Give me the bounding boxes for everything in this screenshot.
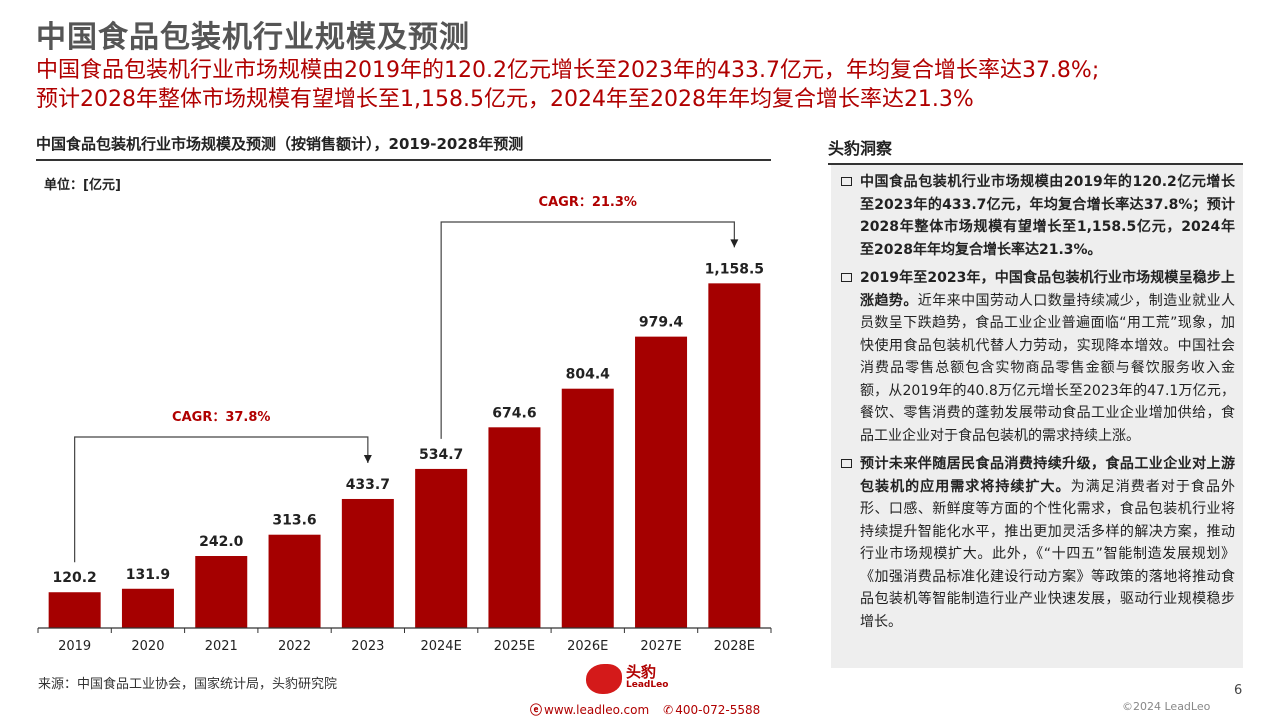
insight-bullet-2-text: 近年来中国劳动人口数量持续减少，制造业就业人员数呈下跌趋势，食品工业企业普遍面临… xyxy=(860,292,1236,444)
cagr-label: CAGR：37.8% xyxy=(172,410,270,425)
value-label-2023: 433.7 xyxy=(346,477,390,493)
insights-panel: 中国食品包装机行业市场规模由2019年的120.2亿元增长至2023年的433.… xyxy=(831,165,1243,668)
value-label-2024E: 534.7 xyxy=(419,447,463,463)
bar-2020 xyxy=(121,588,174,628)
x-tick-2028E: 2028E xyxy=(714,639,755,654)
value-label-2026E: 804.4 xyxy=(566,367,611,383)
logo-en-text: LeadLeo xyxy=(626,680,669,690)
source-note: 来源：中国食品工业协会，国家统计局，头豹研究院 xyxy=(38,677,338,692)
x-tick-2019: 2019 xyxy=(58,639,91,654)
insight-bullet-3-text: 为满足消费者对于食品外形、口感、新鲜度等方面的个性化需求，食品包装机行业将持续提… xyxy=(860,478,1236,630)
bar-2028E xyxy=(708,283,761,628)
value-label-2019: 120.2 xyxy=(53,570,97,586)
value-label-2020: 131.9 xyxy=(126,567,170,583)
value-label-2022: 313.6 xyxy=(272,513,316,529)
value-label-2027E: 979.4 xyxy=(639,315,684,331)
cagr-bracket xyxy=(440,221,735,439)
bar-chart: 120.2 2019 131.9 2020 242.0 2021 313.6 2022 433.… xyxy=(37,195,772,654)
insight-bullet-3-bold: 预计未来伴随居民食品消费持续升级，食品工业企业对上游包装机的应用需求将持续扩大。 xyxy=(860,456,1235,495)
value-label-2028E: 1,158.5 xyxy=(705,261,764,277)
chart-title: 中国食品包装机行业市场规模及预测（按销售额计），2019-2028年预测 xyxy=(36,133,771,161)
bar-2024E xyxy=(415,468,468,628)
contact-bar: ⓔ www.leadleo.com ✆ 400-072-5588 xyxy=(530,701,760,718)
insight-bullet-1-bold: 中国食品包装机行业市场规模由2019年的120.2亿元增长至2023年的433.… xyxy=(860,174,1235,258)
bar-2022 xyxy=(268,534,321,628)
insight-bullet-2: 2019年至2023年，中国食品包装机行业市场规模呈稳步上涨趋势。近年来中国劳动… xyxy=(841,267,1235,447)
subtitle-line-2: 预计2028年整体市场规模有望增长至1,158.5亿元，2024年至2028年年… xyxy=(36,87,974,112)
logo-cn-text: 头豹 xyxy=(626,663,657,681)
x-tick-2021: 2021 xyxy=(205,639,238,654)
bar-2025E xyxy=(488,427,541,628)
leadleo-logo: 头豹 LeadLeo xyxy=(586,664,668,694)
checkbox-bullet-icon xyxy=(841,177,852,186)
chart-unit-label: 单位：[亿元] xyxy=(44,178,121,193)
insights-header: 头豹洞察 xyxy=(828,135,1243,165)
value-label-2025E: 674.6 xyxy=(492,405,536,421)
insight-bullet-1: 中国食品包装机行业市场规模由2019年的120.2亿元增长至2023年的433.… xyxy=(841,171,1235,261)
x-tick-2027E: 2027E xyxy=(640,639,681,654)
subtitle-line-1: 中国食品包装机行业市场规模由2019年的120.2亿元增长至2023年的433.… xyxy=(36,58,1100,83)
page-number: 6 xyxy=(1234,683,1243,698)
x-tick-2026E: 2026E xyxy=(567,639,608,654)
x-tick-2024E: 2024E xyxy=(420,639,461,654)
bar-2027E xyxy=(635,336,688,628)
bar-2026E xyxy=(561,388,614,628)
copyright: ©2024 LeadLeo xyxy=(1122,700,1211,713)
phone-icon: ✆ xyxy=(663,702,674,717)
checkbox-bullet-icon xyxy=(841,459,852,468)
cagr-arrow-head xyxy=(363,454,372,463)
x-tick-2020: 2020 xyxy=(131,639,164,654)
page-title: 中国食品包装机行业规模及预测 xyxy=(36,20,470,55)
insight-bullet-2-bold: 2019年至2023年，中国食品包装机行业市场规模呈稳步上涨趋势。 xyxy=(860,270,1235,309)
phone-number: 400-072-5588 xyxy=(675,702,761,717)
cagr-arrow-head xyxy=(730,239,739,248)
x-tick-2025E: 2025E xyxy=(494,639,535,654)
bar-2019 xyxy=(48,592,101,628)
insight-bullet-3: 预计未来伴随居民食品消费持续升级，食品工业企业对上游包装机的应用需求将持续扩大。… xyxy=(841,453,1235,633)
x-tick-2023: 2023 xyxy=(351,639,384,654)
cagr-bracket xyxy=(74,436,369,563)
cagr-label: CAGR：21.3% xyxy=(539,195,637,210)
leopard-logo-icon xyxy=(586,664,622,694)
bar-2023 xyxy=(341,498,394,628)
page-subtitle: 中国食品包装机行业市场规模由2019年的120.2亿元增长至2023年的433.… xyxy=(36,56,1266,114)
x-tick-2022: 2022 xyxy=(278,639,311,654)
web-icon: ⓔ xyxy=(530,703,543,717)
value-label-2021: 242.0 xyxy=(199,534,244,550)
website-link[interactable]: www.leadleo.com xyxy=(544,703,650,717)
bar-2021 xyxy=(195,556,248,628)
checkbox-bullet-icon xyxy=(841,273,852,282)
